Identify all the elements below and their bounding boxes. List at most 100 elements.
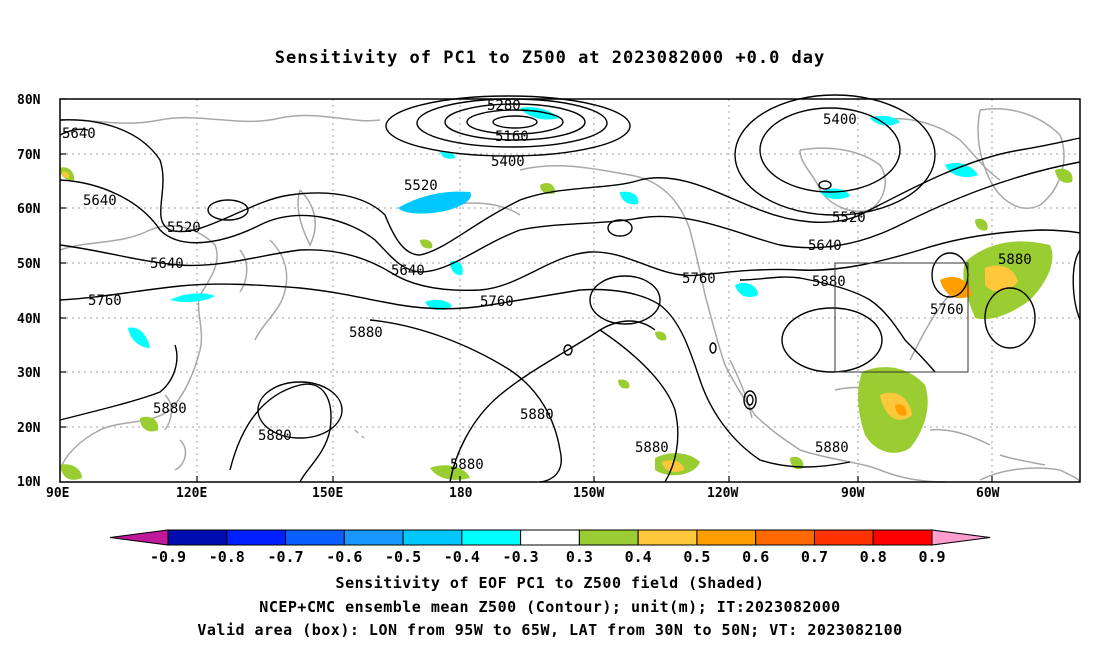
colorbar-tick-label: -0.6	[326, 548, 362, 566]
contour-label: 5880	[998, 252, 1032, 268]
lon-label: 60W	[976, 486, 1000, 501]
colorbar-swatch	[167, 529, 228, 546]
z500-contours	[59, 94, 1081, 483]
contour-ring	[709, 342, 717, 354]
contour-ring	[746, 394, 754, 406]
colorbar-swatch	[520, 529, 580, 546]
shade-positive	[60, 464, 82, 480]
contour-line	[59, 283, 851, 468]
contour-label: 5880	[258, 428, 292, 444]
plot-title: Sensitivity of PC1 to Z500 at 2023082000…	[274, 48, 826, 68]
contour-ring	[818, 180, 832, 190]
valid-area-box	[834, 262, 969, 373]
contour-label: 5640	[83, 193, 117, 209]
contour-ring	[257, 381, 343, 439]
caption-contour: NCEP+CMC ensemble mean Z500 (Contour); u…	[259, 598, 841, 616]
colorbar-tick-label: -0.9	[150, 548, 186, 566]
contour-label: 5160	[495, 129, 529, 145]
contour-ring	[444, 103, 586, 141]
colorbar-tick-label: 0.4	[625, 548, 652, 566]
sensitivity-shading	[60, 107, 1073, 480]
shade-negative	[620, 191, 639, 205]
contour-ring	[743, 390, 757, 410]
longitude-labels: 90E 120E 150E 180 150W 120W 90W 60W	[46, 486, 1000, 501]
contour-ring	[492, 115, 538, 129]
contour-ring	[759, 107, 901, 193]
lon-label: 120E	[176, 486, 207, 501]
contour-line	[369, 319, 656, 483]
colorbar-tick-label: 0.8	[860, 548, 887, 566]
colorbar-swatch	[696, 529, 757, 546]
contour-line	[59, 119, 1081, 256]
contour-label: 5640	[391, 263, 425, 279]
contour-label: 5640	[62, 126, 96, 142]
contour-line	[59, 344, 332, 483]
colorbar-swatch	[226, 529, 287, 546]
contour-label: 5760	[682, 271, 716, 287]
lat-label: 30N	[17, 366, 41, 381]
contour-ring	[734, 94, 936, 216]
caption-shaded: Sensitivity of EOF PC1 to Z500 field (Sh…	[335, 574, 765, 592]
colorbar-tick-label: 0.3	[566, 548, 593, 566]
lat-label: 20N	[17, 421, 41, 436]
shade-negative	[425, 299, 452, 311]
contour-line	[59, 229, 1081, 292]
contour-line	[59, 161, 1081, 273]
shade-positive	[985, 265, 1018, 292]
colorbar-tick-label: -0.3	[503, 548, 539, 566]
contour-ring	[385, 95, 631, 157]
shade-negative	[945, 163, 978, 178]
colorbar-swatch	[402, 529, 463, 546]
graticule	[60, 99, 1080, 482]
colorbar-tick-label: -0.7	[267, 548, 303, 566]
colorbar-swatch	[578, 529, 639, 546]
colorbar-swatch	[343, 529, 404, 546]
shade-positive	[140, 416, 159, 432]
lon-label: 120W	[707, 486, 738, 501]
plot-area	[60, 99, 1080, 482]
colorbar-swatch	[461, 529, 522, 546]
contour-label: 5520	[167, 220, 201, 236]
shade-positive	[1055, 168, 1073, 183]
colorbar-swatch	[637, 529, 698, 546]
contour-ring	[207, 199, 249, 221]
shade-negative	[398, 191, 471, 214]
contour-label: 5880	[815, 440, 849, 456]
contour-ring	[589, 275, 661, 325]
contour-line	[739, 276, 936, 373]
colorbar-tick-label: 0.9	[918, 548, 945, 566]
colorbar-tick-label: 0.5	[683, 548, 710, 566]
contour-labels: 5280 5160 5400 5400 5520 5520 5520 5640 …	[62, 98, 1032, 473]
shade-positive	[618, 379, 630, 389]
colorbar-end-triangle	[931, 529, 991, 546]
contour-label: 5760	[88, 293, 122, 309]
colorbar	[109, 529, 991, 546]
lon-label: 150E	[312, 486, 343, 501]
tick-marks	[60, 98, 993, 482]
colorbar-end-triangle	[109, 529, 169, 546]
lat-label: 70N	[17, 148, 41, 163]
contour-label: 5880	[450, 457, 484, 473]
colorbar-tick-label: -0.4	[444, 548, 480, 566]
contour-ring	[466, 109, 564, 135]
contour-label: 5280	[487, 98, 521, 114]
contour-ring	[984, 287, 1036, 349]
contour-line	[1072, 249, 1081, 321]
lat-label: 60N	[17, 202, 41, 217]
contour-label: 5400	[823, 112, 857, 128]
caption-valid-area: Valid area (box): LON from 95W to 65W, L…	[197, 621, 903, 639]
contour-label: 5760	[480, 294, 514, 310]
lon-label: 90E	[46, 486, 69, 501]
lat-label: 40N	[17, 312, 41, 327]
colorbar-tick-label: -0.8	[209, 548, 245, 566]
shade-positive	[655, 331, 667, 341]
shade-positive	[895, 404, 907, 416]
latitude-labels: 80N 70N 60N 50N 40N 30N 20N 10N	[17, 93, 41, 490]
contour-line	[59, 128, 89, 136]
contour-ring	[781, 307, 883, 373]
colorbar-swatch	[813, 529, 874, 546]
contour-label: 5880	[635, 440, 669, 456]
contour-ring	[563, 344, 573, 356]
shade-positive	[540, 182, 556, 195]
